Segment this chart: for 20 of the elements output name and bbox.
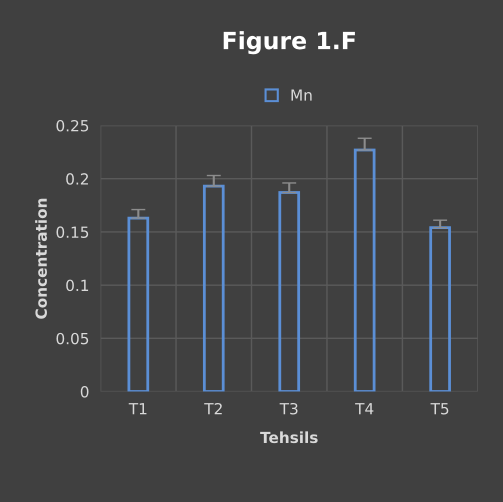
bar: [128, 216, 150, 392]
y-tick-label: 0.05: [56, 332, 88, 344]
x-tick-label: T1: [128, 403, 146, 414]
legend-label: Mn: [292, 89, 312, 101]
y-tick-label: 0.1: [66, 280, 88, 292]
x-tick-label: T4: [355, 403, 374, 414]
x-tick-label: T5: [430, 403, 448, 414]
chart-title: Figure 1.F: [224, 31, 355, 54]
x-tick-label: T2: [204, 402, 222, 414]
x-tick-label: T3: [280, 402, 298, 414]
bar: [278, 191, 300, 392]
y-tick-label: 0.2: [66, 173, 88, 185]
y-tick-label: 0: [80, 386, 88, 398]
x-axis-title: Tehsils: [260, 431, 318, 444]
bar: [354, 148, 376, 392]
bar: [429, 226, 451, 392]
y-tick-label: 0.15: [56, 226, 88, 238]
y-axis-title: Concentration: [35, 198, 47, 319]
y-tick-label: 0.25: [56, 120, 88, 132]
bar: [202, 184, 225, 392]
